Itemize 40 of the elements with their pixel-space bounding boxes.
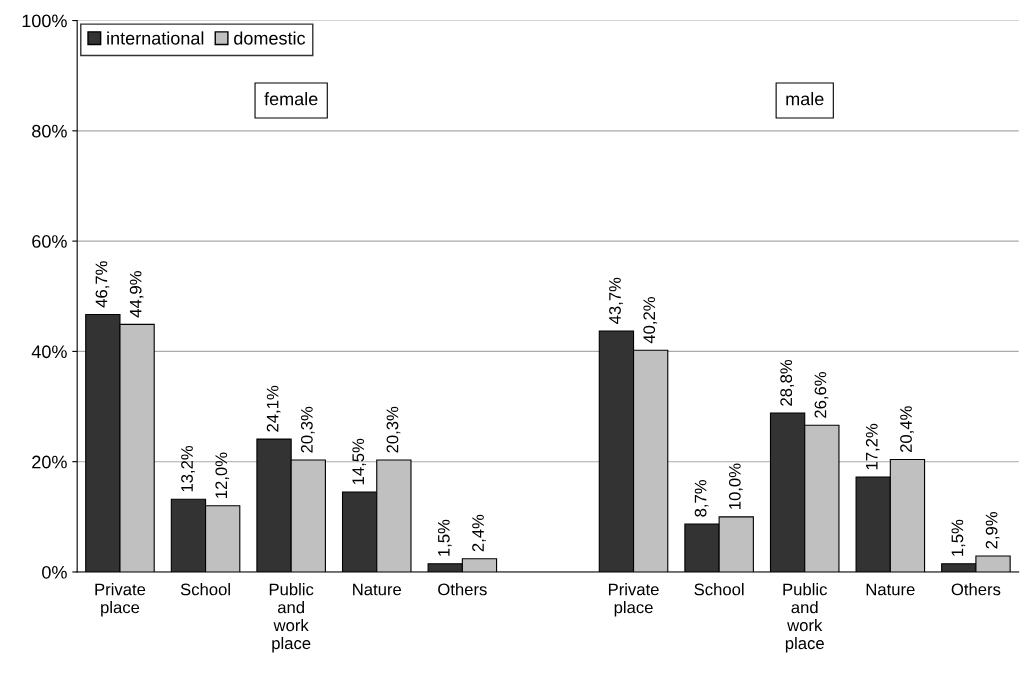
data-label: 14,5%: [352, 438, 367, 485]
annotation: female: [264, 92, 318, 106]
data-label: 26,6%: [814, 372, 829, 418]
data-label: 20,3%: [300, 406, 315, 453]
annotation: male: [786, 92, 824, 106]
x-tick-label: Others: [438, 583, 487, 596]
data-label: 28,8%: [780, 359, 795, 406]
data-label: 24,1%: [266, 385, 281, 432]
data-label: 44,9%: [129, 271, 144, 318]
y-tick-label: 80%: [32, 124, 67, 138]
x-tick-label: Nature: [866, 583, 915, 596]
y-tick-label: 40%: [31, 345, 67, 359]
legend-label: domestic: [234, 31, 306, 45]
y-tick-label: 60%: [32, 235, 67, 248]
data-label: 12,0%: [215, 452, 230, 498]
data-label: 8,7%: [694, 479, 709, 517]
data-label: 13,2%: [181, 445, 195, 492]
x-tick-label: Private place: [95, 583, 146, 617]
y-tick-label: 20%: [32, 455, 67, 469]
data-label: 43,7%: [609, 277, 623, 324]
data-label: 1,5%: [951, 519, 966, 556]
data-label: 20,4%: [900, 406, 914, 453]
y-tick-label: 100%: [22, 14, 67, 28]
x-tick-label: School: [694, 583, 744, 596]
data-label: 10,0%: [728, 463, 743, 509]
x-tick-label: Public and work place: [269, 583, 314, 653]
data-label: 20,3%: [386, 406, 401, 453]
x-tick-label: Private place: [608, 583, 659, 617]
x-tick-label: Others: [951, 583, 1001, 596]
data-label: 40,2%: [643, 297, 658, 344]
data-label: 2,9%: [985, 511, 1000, 549]
data-label: 2,4%: [472, 514, 486, 552]
y-tick-label: 0%: [42, 565, 67, 579]
x-tick-label: Public and work place: [783, 583, 827, 653]
x-tick-label: School: [180, 583, 230, 596]
data-label: 46,7%: [95, 261, 110, 308]
data-label: 17,2%: [865, 423, 880, 470]
legend-label: international: [107, 31, 204, 45]
x-tick-label: Nature: [353, 583, 402, 596]
data-label: 1,5%: [437, 519, 452, 556]
